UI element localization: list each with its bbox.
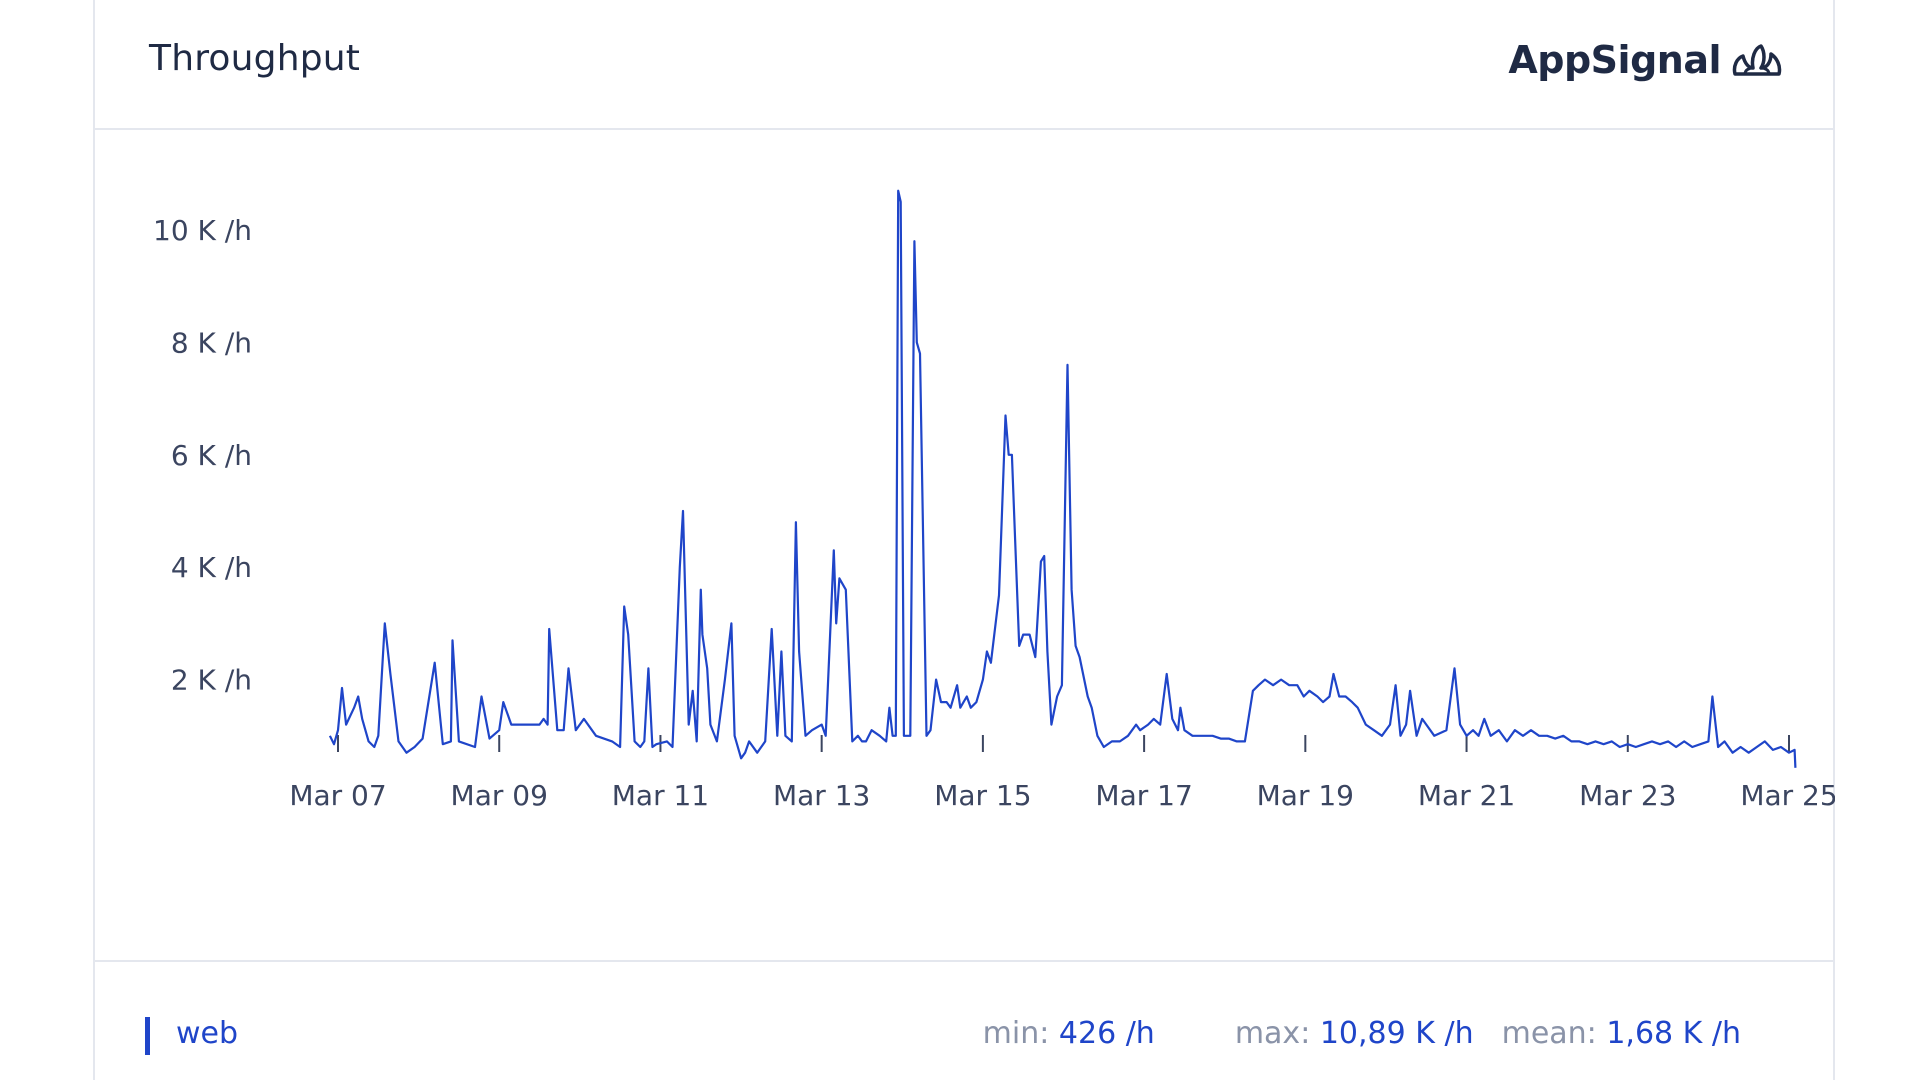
y-tick-label: 6 K /h bbox=[171, 439, 252, 472]
chart-legend: web min: 426 /h max: 10,89 K /h mean: 1,… bbox=[95, 960, 1833, 1080]
stat-min-label: min: bbox=[982, 1016, 1050, 1051]
stat-mean: mean: 1,68 K /h bbox=[1502, 1016, 1741, 1051]
x-tick-label: Mar 17 bbox=[1095, 779, 1192, 812]
x-tick-label: Mar 11 bbox=[612, 779, 709, 812]
x-tick-label: Mar 13 bbox=[773, 779, 870, 812]
brand[interactable]: AppSignal bbox=[1508, 38, 1783, 82]
stat-min: min: 426 /h bbox=[983, 1016, 1155, 1051]
x-tick-label: Mar 25 bbox=[1740, 779, 1835, 812]
stat-min-value: 426 /h bbox=[1058, 1016, 1155, 1051]
chart-area: 2 K /h 4 K /h 6 K /h 8 K /h 10 K /h Mar 07 Mar… bbox=[95, 130, 1835, 960]
brand-name: AppSignal bbox=[1508, 38, 1721, 82]
x-tick-label: Mar 09 bbox=[451, 779, 548, 812]
throughput-card: Throughput AppSignal 2 K /h 4 K /h 6 K /h 8… bbox=[93, 0, 1835, 1080]
y-tick-label: 4 K /h bbox=[171, 551, 252, 584]
y-tick-label: 8 K /h bbox=[171, 326, 252, 359]
card-header: Throughput AppSignal bbox=[95, 0, 1833, 130]
series-color-marker bbox=[145, 1017, 150, 1055]
y-tick-label: 2 K /h bbox=[171, 664, 252, 697]
stat-max-label: max: bbox=[1234, 1016, 1311, 1051]
x-tick-label: Mar 23 bbox=[1579, 779, 1676, 812]
x-tick-label: Mar 19 bbox=[1257, 779, 1354, 812]
chart-title: Throughput bbox=[149, 38, 361, 79]
stat-max: max: 10,89 K /h bbox=[1235, 1016, 1474, 1051]
series-line-web[interactable] bbox=[328, 189, 1797, 768]
y-tick-label: 10 K /h bbox=[153, 214, 252, 247]
appsignal-logo-icon bbox=[1731, 40, 1783, 80]
x-tick-label: Mar 07 bbox=[289, 779, 386, 812]
throughput-chart: 2 K /h 4 K /h 6 K /h 8 K /h 10 K /h Mar 07 Mar… bbox=[153, 189, 1835, 812]
x-tick-label: Mar 15 bbox=[934, 779, 1031, 812]
series-name[interactable]: web bbox=[176, 1016, 239, 1051]
stat-max-value: 10,89 K /h bbox=[1319, 1016, 1474, 1051]
stat-mean-value: 1,68 K /h bbox=[1606, 1016, 1741, 1051]
series-stats: min: 426 /h max: 10,89 K /h mean: 1,68 K… bbox=[983, 1016, 1741, 1051]
stat-mean-label: mean: bbox=[1501, 1016, 1597, 1051]
x-tick-label: Mar 21 bbox=[1418, 779, 1515, 812]
